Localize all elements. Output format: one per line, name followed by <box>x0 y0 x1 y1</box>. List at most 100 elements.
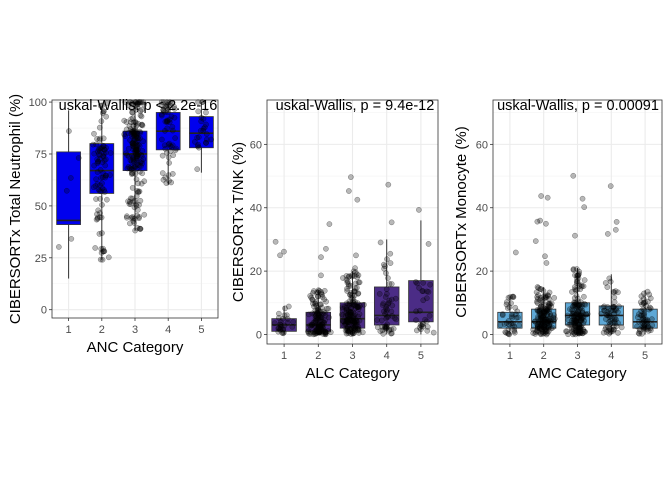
data-point <box>507 294 514 300</box>
data-point <box>577 313 584 319</box>
data-point <box>130 165 137 171</box>
x-axis-title: ALC Category <box>305 365 400 382</box>
data-point <box>132 99 138 105</box>
data-point <box>97 135 103 142</box>
data-point <box>348 317 355 324</box>
data-point <box>574 313 581 320</box>
data-point <box>105 254 112 261</box>
data-point <box>208 136 214 143</box>
data-point <box>93 176 99 183</box>
data-point <box>571 312 578 319</box>
data-point <box>344 279 351 286</box>
data-point <box>134 151 141 158</box>
data-point <box>571 320 578 327</box>
data-point <box>202 124 208 131</box>
data-point <box>307 323 314 330</box>
data-point <box>344 316 350 323</box>
data-point <box>167 99 173 105</box>
data-point <box>546 324 552 331</box>
data-point <box>649 322 656 329</box>
data-point <box>345 313 352 320</box>
data-point <box>131 134 138 141</box>
data-point <box>136 99 142 105</box>
data-point <box>136 128 143 135</box>
data-point <box>309 296 316 303</box>
data-point <box>543 307 550 314</box>
data-point <box>107 150 114 156</box>
data-point <box>610 303 616 310</box>
data-point <box>280 330 287 337</box>
data-point <box>543 305 550 312</box>
data-point <box>606 310 613 317</box>
data-point <box>571 317 578 324</box>
data-point <box>196 144 202 151</box>
data-point <box>570 313 577 320</box>
data-point <box>541 310 548 317</box>
data-point <box>569 288 575 295</box>
data-point <box>388 219 395 226</box>
data-point <box>347 311 354 318</box>
data-point <box>355 279 362 286</box>
data-point <box>130 153 137 160</box>
data-point <box>321 287 328 294</box>
data-point <box>352 326 358 332</box>
data-point <box>539 319 546 325</box>
data-point <box>168 143 175 150</box>
data-point <box>317 324 324 331</box>
data-point <box>570 331 576 338</box>
data-point <box>124 165 131 172</box>
data-point <box>139 160 146 167</box>
data-point <box>641 290 647 297</box>
data-point <box>127 195 134 202</box>
data-point <box>640 300 647 306</box>
data-point <box>93 216 100 223</box>
data-point <box>130 215 136 222</box>
data-point <box>609 307 616 314</box>
data-point <box>572 320 578 327</box>
data-point <box>318 317 325 323</box>
data-point <box>572 312 579 318</box>
data-point <box>546 309 552 315</box>
data-point <box>123 126 130 133</box>
data-point <box>578 299 584 305</box>
data-point <box>535 292 541 298</box>
data-point <box>279 315 286 322</box>
data-point <box>133 123 140 129</box>
data-point <box>606 330 612 337</box>
data-point <box>165 154 172 161</box>
data-point <box>322 329 329 335</box>
data-point <box>544 320 551 326</box>
data-point <box>579 195 586 202</box>
data-point <box>542 295 549 301</box>
data-point <box>277 327 283 333</box>
data-point <box>354 284 360 291</box>
data-point <box>535 316 541 322</box>
data-point <box>538 319 545 326</box>
data-point <box>131 159 137 166</box>
data-point <box>346 328 353 335</box>
data-point <box>313 328 320 334</box>
data-point <box>101 157 108 164</box>
data-point <box>544 320 551 326</box>
data-point <box>94 156 101 163</box>
data-point <box>546 306 552 313</box>
data-point <box>539 309 545 316</box>
data-point <box>352 288 359 295</box>
data-point <box>318 254 324 260</box>
data-point <box>607 321 614 327</box>
data-point <box>125 102 132 109</box>
data-point <box>129 170 136 177</box>
data-point <box>424 323 431 330</box>
data-point <box>94 181 101 187</box>
data-point <box>580 326 587 333</box>
data-point <box>641 322 647 328</box>
data-point <box>572 323 578 330</box>
data-point <box>317 323 324 330</box>
data-point <box>97 167 104 173</box>
data-point <box>546 317 553 324</box>
data-point <box>545 303 552 309</box>
data-point <box>506 304 513 310</box>
data-point <box>314 310 320 317</box>
data-point <box>542 316 549 322</box>
data-point <box>569 306 575 313</box>
